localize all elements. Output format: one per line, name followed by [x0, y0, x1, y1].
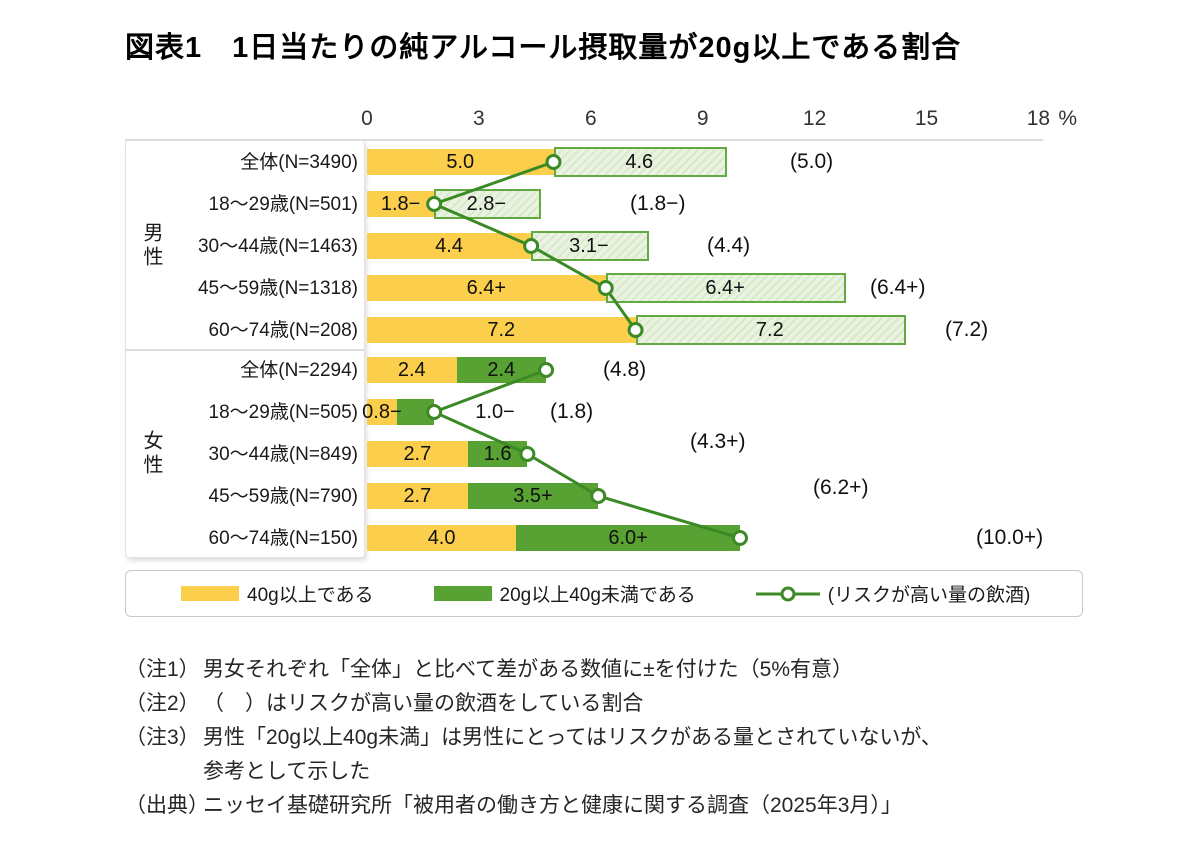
footnotes: （注1） 男女それぞれ「全体」と比べて差がある数値に±を付けた（5%有意） （注…: [125, 653, 942, 823]
axis-tick-label: 12: [802, 107, 827, 130]
legend-label-risk: (リスクが高い量の飲酒): [827, 585, 1031, 606]
category-label: 全体(N=2294): [240, 360, 358, 381]
note-2: （注2） （ ）はリスクが高い量の飲酒をしている割合: [125, 692, 644, 715]
bar-value-label: 1.8−: [380, 193, 421, 215]
legend-swatch-20g: [433, 586, 492, 601]
bar-value-label: 2.7: [403, 485, 432, 507]
note-3-continued: 参考として示した: [203, 760, 371, 783]
risk-annotation: (1.8−): [630, 192, 686, 215]
bar-value-label: 3.1−: [569, 235, 609, 257]
legend-item-20g: 20g以上40g未満である: [433, 580, 696, 607]
bar-value-label: 4.0: [427, 527, 456, 549]
risk-line-marker-icon: [755, 586, 820, 601]
axis-tick-label: 6: [584, 107, 597, 130]
risk-annotation: (4.4): [707, 234, 751, 257]
legend: 40g以上である 20g以上40g未満である (リスクが高い量の飲酒): [125, 570, 1083, 617]
alcohol-intake-chart: 0 3 6 9 12 15 18% 男性 全体(N=3490) 5.0 4.6 (5.0) 18～29歳…: [125, 100, 1105, 570]
axis-tick-label: 3: [473, 107, 485, 130]
legend-item-40g: 40g以上である: [181, 580, 374, 607]
bar-value-label: 6.4+: [705, 277, 745, 299]
bar-value-label: 2.4: [397, 359, 426, 381]
category-label: 30～44歳(N=849): [208, 444, 358, 465]
bar-value-label: 7.2: [755, 319, 784, 341]
axis-tick-label: 18: [1026, 107, 1051, 130]
category-label: 45～59歳(N=790): [208, 486, 358, 507]
category-label: 45～59歳(N=1318): [197, 278, 358, 299]
legend-label-20g: 20g以上40g未満である: [499, 585, 696, 606]
note-3: （注3） 男性「20g以上40g未満」は男性にとってはリスクがある量とされていな…: [125, 726, 942, 749]
bar-20g: [396, 399, 435, 425]
category-label: 18～29歳(N=501): [208, 194, 358, 215]
bar-value-label: 2.4: [487, 359, 516, 381]
risk-annotation: (7.2): [945, 318, 989, 341]
axis-tick-label: 0: [361, 107, 373, 130]
bar-value-label: 7.2: [487, 319, 516, 341]
source-note: （出典） ニッセイ基礎研究所「被用者の働き方と健康に関する調査（2025年3月）…: [125, 794, 902, 817]
axis-unit-label: %: [1058, 107, 1078, 130]
figure-title: 図表1 1日当たりの純アルコール摂取量が20g以上である割合: [125, 32, 962, 64]
category-label: 60～74歳(N=150): [208, 528, 358, 549]
bar-value-label: 1.6: [483, 443, 512, 465]
bar-value-label: 3.5+: [513, 485, 553, 507]
bar-value-label: 1.0−: [475, 401, 515, 423]
category-label: 全体(N=3490): [240, 152, 358, 173]
legend-swatch-40g: [181, 586, 239, 601]
risk-annotation: (5.0): [790, 150, 834, 173]
bar-value-label: 4.6: [625, 151, 654, 173]
bar-value-label: 0.8−: [362, 401, 402, 423]
axis-tick-label: 15: [914, 107, 939, 130]
bar-value-label: 4.4: [435, 235, 463, 257]
risk-annotation: (10.0+): [976, 526, 1044, 549]
axis-top-line: [125, 139, 1043, 141]
risk-annotation: (4.3+): [690, 430, 746, 453]
risk-annotation: (4.8): [603, 358, 647, 381]
category-label: 18～29歳(N=505): [208, 402, 358, 423]
bar-value-label: 2.7: [403, 443, 432, 465]
category-label: 30～44歳(N=1463): [197, 236, 358, 257]
group-label: 女性: [140, 430, 162, 478]
legend-label-40g: 40g以上である: [247, 585, 374, 606]
bar-value-label: 5.0: [446, 151, 475, 173]
legend-item-risk-line: (リスクが高い量の飲酒): [755, 580, 1031, 607]
bar-value-label: 2.8−: [466, 193, 507, 215]
group-separator-line: [125, 349, 365, 351]
note-1: （注1） 男女それぞれ「全体」と比べて差がある数値に±を付けた（5%有意）: [125, 658, 854, 681]
bar-value-label: 6.0+: [608, 527, 648, 549]
bar-40g: [367, 191, 435, 217]
bar-value-label: 6.4+: [466, 277, 507, 299]
risk-annotation: (6.2+): [813, 476, 869, 499]
bar-20g-reference: [605, 273, 847, 303]
bar-40g: [367, 399, 397, 425]
axis-tick-label: 9: [696, 107, 709, 130]
bar-20g-reference: [635, 315, 907, 345]
category-label: 60～74歳(N=208): [208, 320, 358, 341]
risk-annotation: (6.4+): [870, 276, 926, 299]
risk-annotation: (1.8): [550, 400, 594, 423]
group-label: 男性: [140, 222, 162, 270]
